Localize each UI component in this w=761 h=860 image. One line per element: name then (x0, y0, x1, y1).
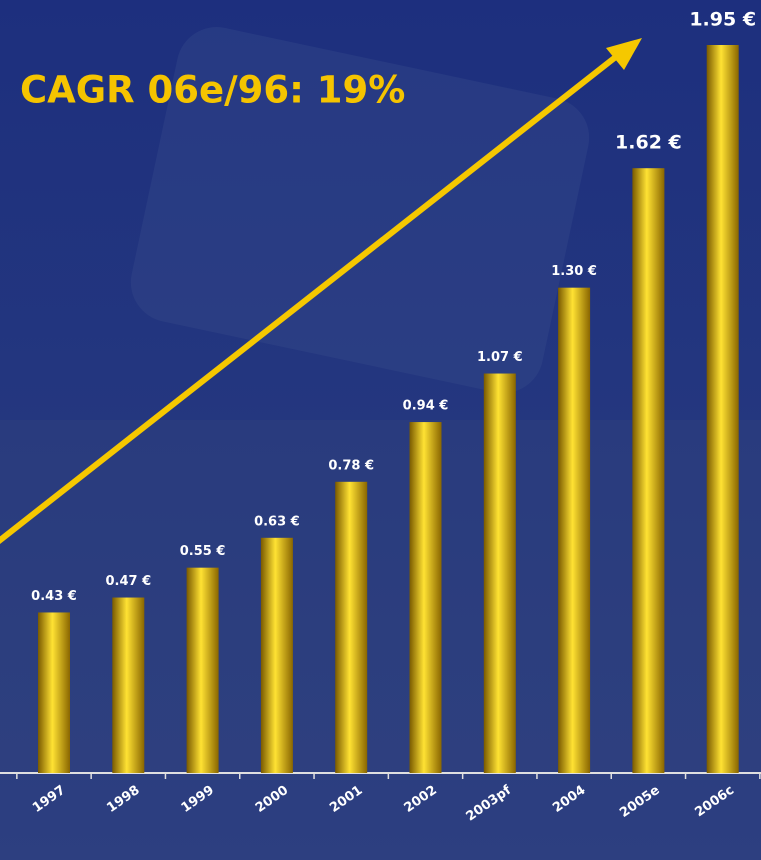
bar (260, 537, 293, 773)
value-label: 1.30 € (551, 264, 597, 279)
bar (186, 567, 219, 773)
bar (706, 45, 739, 773)
value-label: 0.43 € (31, 589, 77, 604)
background-photo (130, 27, 590, 393)
value-label: 0.63 € (254, 514, 300, 529)
value-label: 0.55 € (180, 544, 226, 559)
bar (632, 168, 665, 773)
arrow-head (606, 38, 642, 70)
bar (483, 373, 516, 773)
annotation: CAGR 06e/96: 19% (20, 69, 405, 112)
value-label: 0.94 € (403, 399, 449, 414)
bar (38, 612, 70, 773)
value-label: 0.78 € (328, 458, 374, 473)
bar (558, 287, 591, 773)
value-label: 0.47 € (105, 574, 151, 589)
value-label: 1.62 € (615, 132, 682, 154)
value-label: 1.95 € (689, 9, 756, 31)
arrow (0, 49, 624, 544)
bar (112, 597, 145, 773)
bar (409, 422, 442, 773)
value-label: 1.07 € (477, 350, 523, 365)
bar (335, 481, 368, 773)
